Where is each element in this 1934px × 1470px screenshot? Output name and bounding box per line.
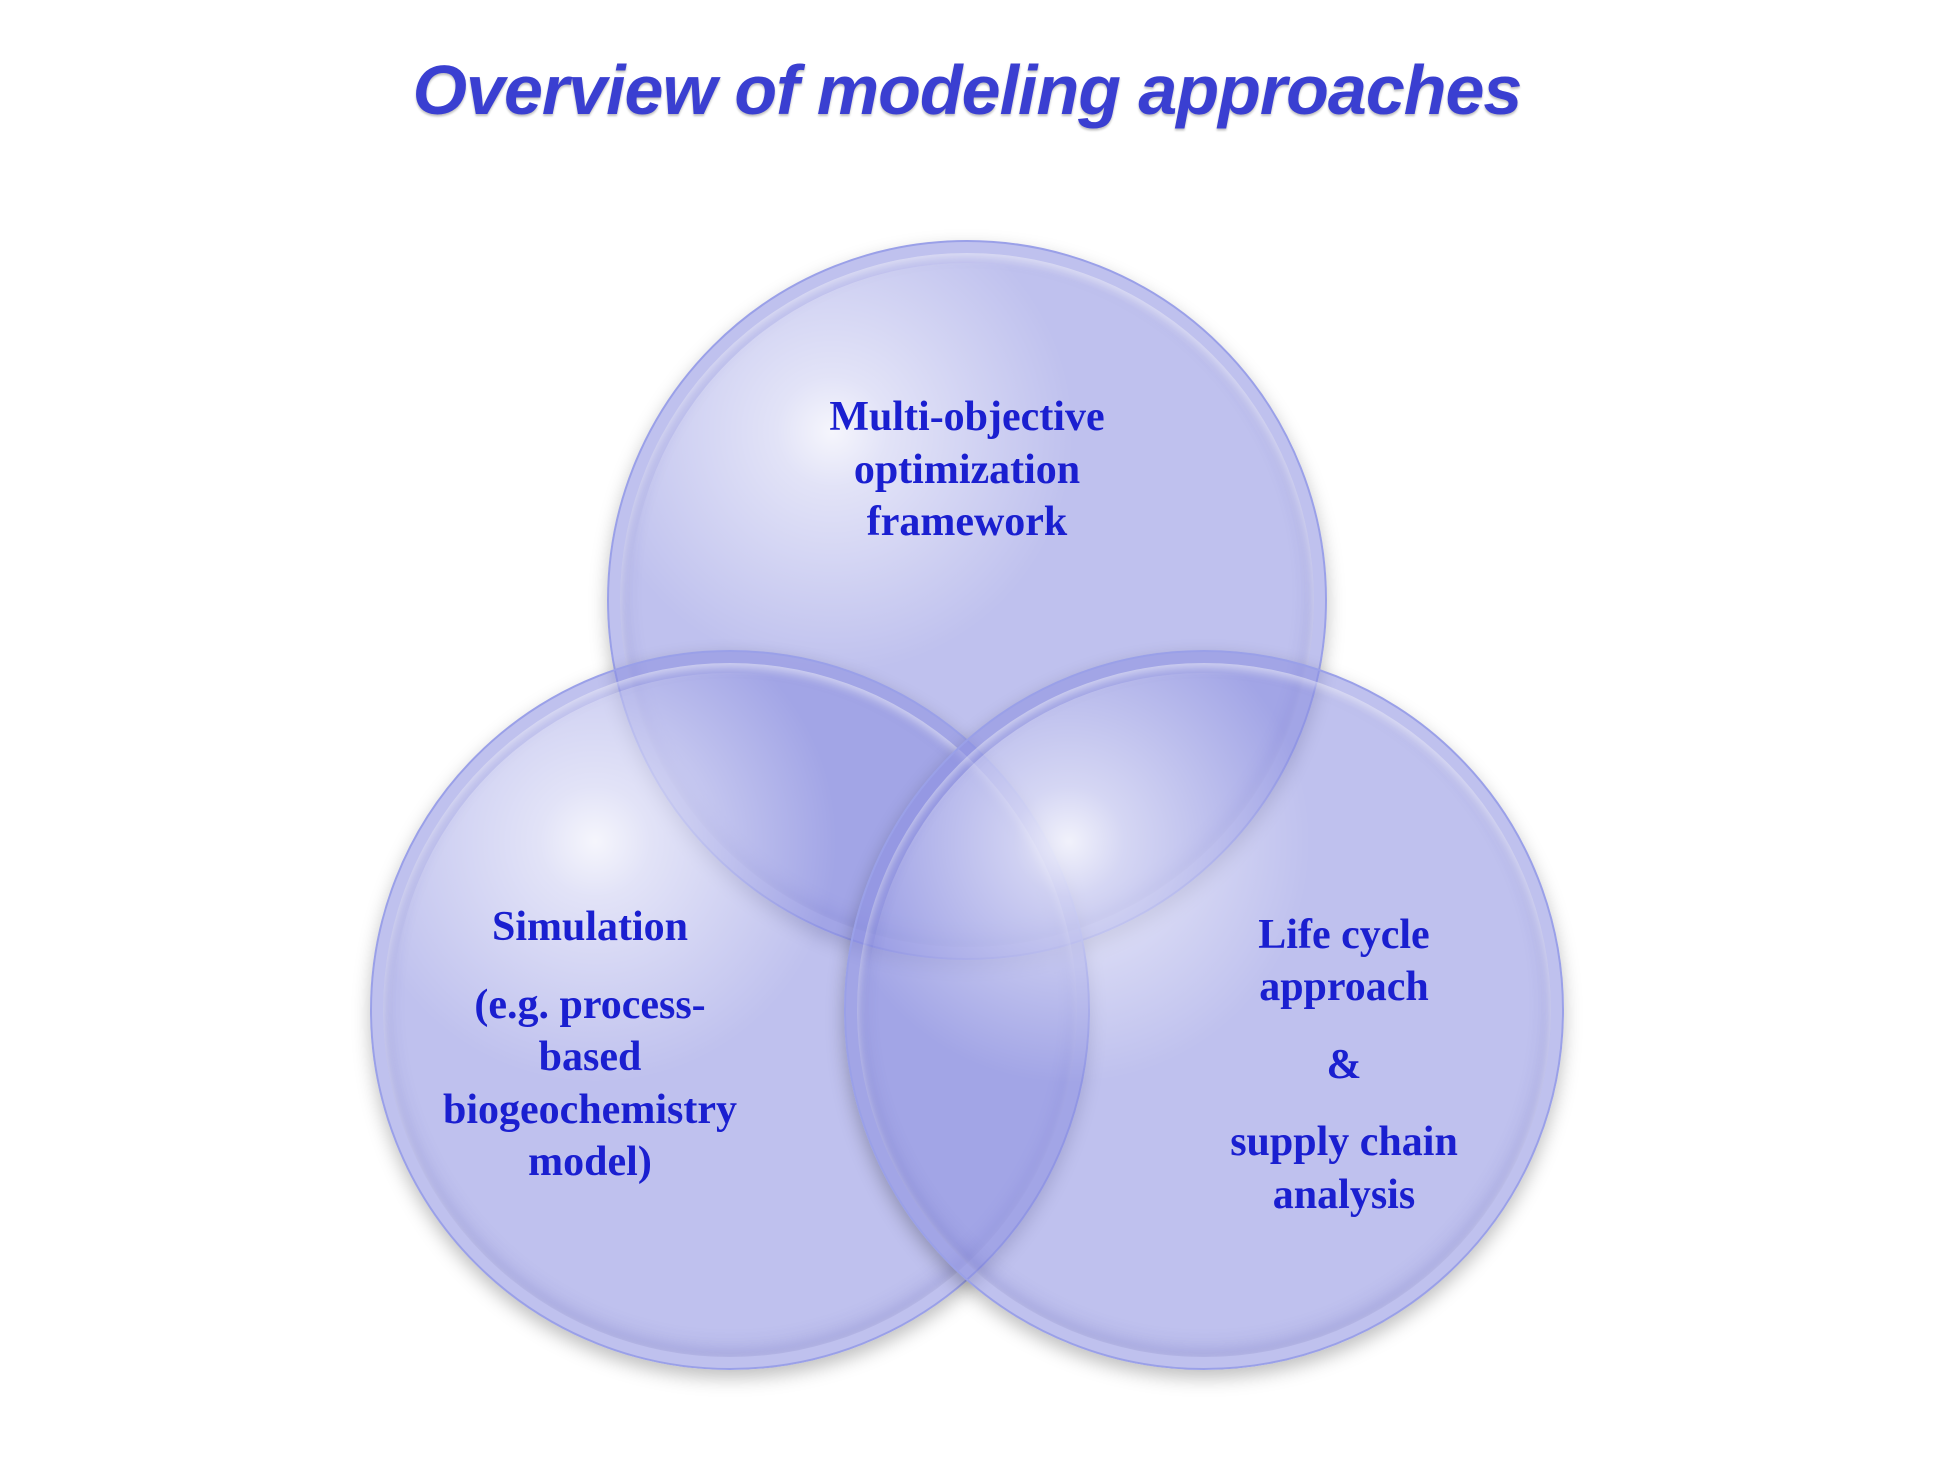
slide-title: Overview of modeling approaches	[0, 50, 1934, 130]
slide-canvas: Overview of modeling approaches Multi-ob…	[0, 0, 1934, 1470]
venn-diagram: Multi-objectiveoptimizationframeworkSimu…	[300, 210, 1634, 1410]
venn-circle-right	[844, 650, 1564, 1370]
